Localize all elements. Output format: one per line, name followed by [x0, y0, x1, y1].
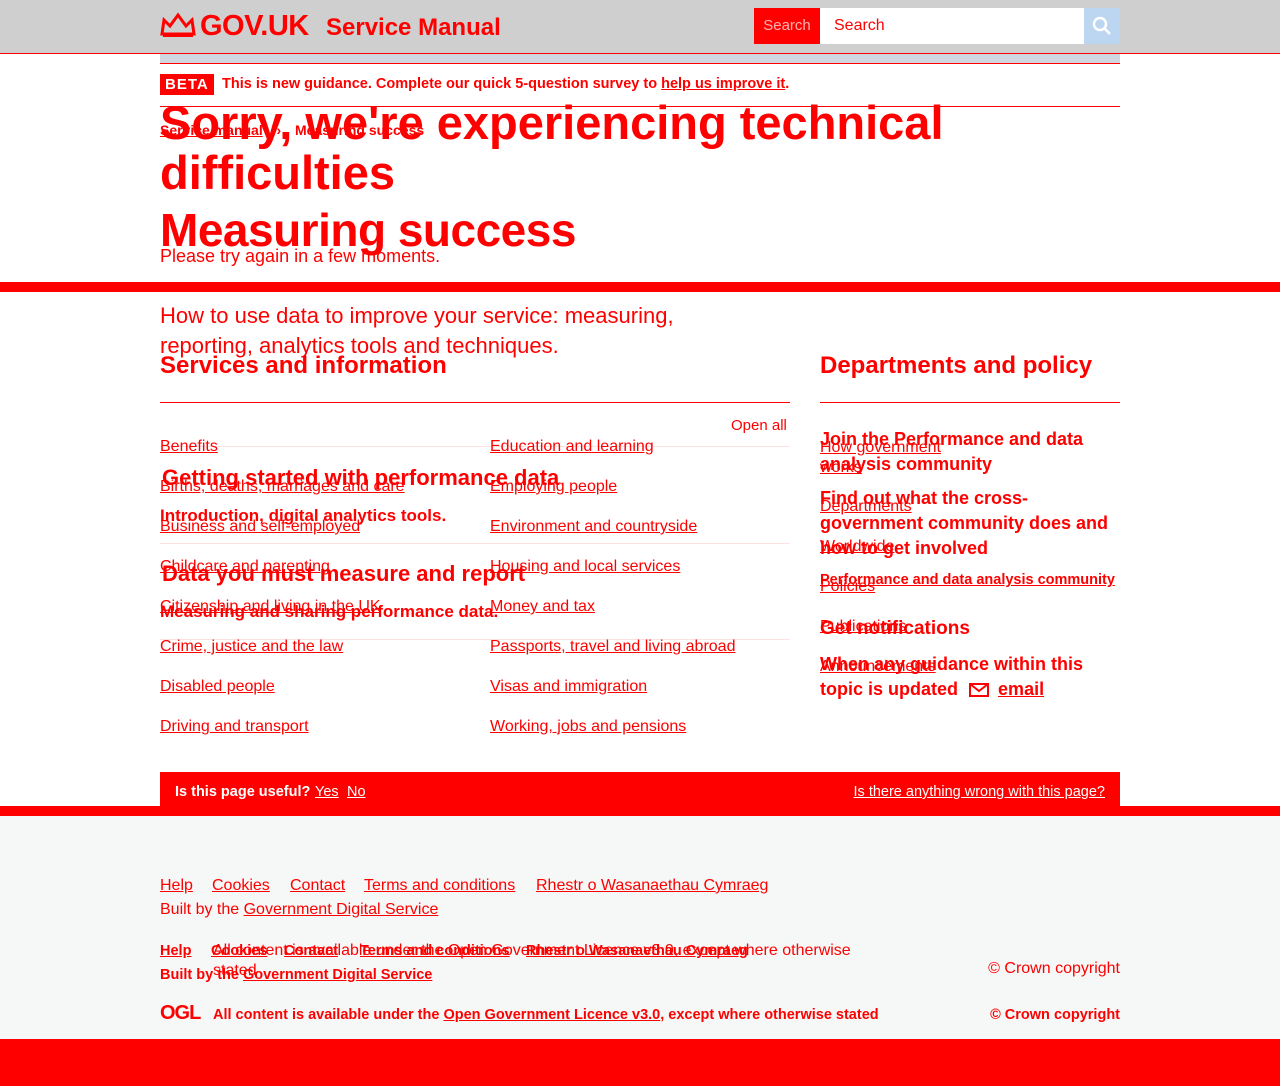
open-all-button[interactable]: Open all — [731, 417, 787, 434]
report-problem-link[interactable]: Is there anything wrong with this page? — [853, 784, 1105, 800]
search-label: Search — [754, 8, 820, 44]
services-divider — [160, 402, 790, 403]
services-link-money[interactable]: Money and tax — [490, 598, 595, 615]
services-link-visas[interactable]: Visas and immigration — [490, 678, 648, 695]
section-data-measure-heading[interactable]: Data you must measure and report — [162, 561, 526, 586]
built-by-text: Built by the — [160, 901, 240, 918]
beta-end: . — [785, 76, 790, 92]
error-heading: Sorry, we're experiencing technical diff… — [160, 96, 944, 199]
search-icon — [1092, 16, 1111, 35]
crown-copyright[interactable]: © Crown copyright — [990, 1007, 1120, 1023]
breadcrumb-current: Measuring success — [294, 122, 425, 138]
govuk-logo[interactable]: GOV.UK — [200, 10, 309, 42]
built-by-text: Built by the — [160, 967, 239, 983]
licence-post: , except where otherwise stated — [660, 1007, 879, 1023]
licence-pre: All content is available under the — [213, 1007, 440, 1023]
divider-band — [0, 806, 1280, 816]
services-link-housing[interactable]: Housing and local services — [490, 558, 681, 575]
beta-banner: This is new guidance. Complete our quick… — [222, 76, 789, 92]
built-by: Built by the Government Digital Service — [160, 901, 438, 919]
divider-band — [0, 282, 1280, 292]
community-link[interactable]: Performance and data analysis community — [820, 572, 1115, 588]
services-link-employing[interactable]: Employing people — [490, 478, 618, 495]
services-link-crime[interactable]: Crime, justice and the law — [160, 638, 344, 655]
gds-link[interactable]: Government Digital Service — [242, 967, 433, 983]
error-message: Please try again in a few moments. — [160, 246, 441, 266]
footer-link-terms[interactable]: Terms and conditions — [360, 943, 510, 959]
community-heading: Join the Performance and data analysis c… — [820, 429, 1084, 474]
footer-link-contact[interactable]: Contact — [284, 943, 338, 959]
header-underline — [160, 54, 1120, 64]
beta-text: This is new guidance. Complete our quick… — [222, 76, 658, 92]
section-getting-started-summary: Introduction, digital analytics tools. — [160, 506, 447, 525]
feedback-bar: Is this page useful? Yes No Is there any… — [160, 772, 1120, 812]
footer-link-cookies[interactable]: Cookies — [212, 877, 270, 894]
departments-divider — [820, 402, 1120, 403]
footer-link-welsh[interactable]: Rhestr o Wasanaethau Cymraeg — [526, 943, 748, 959]
dept-link-announcements[interactable]: Announcements — [820, 658, 936, 675]
search-input[interactable] — [820, 8, 1084, 44]
section-divider — [160, 639, 790, 640]
notifications-text: When any guidance within this topic is u… — [820, 654, 1084, 699]
services-link-disabled[interactable]: Disabled people — [160, 678, 275, 695]
section-divider — [160, 543, 790, 544]
built-by: Built by the Government Digital Service — [160, 967, 432, 983]
mail-icon — [969, 679, 990, 704]
footer-link-help[interactable]: Help — [160, 943, 192, 959]
services-link-births[interactable]: Births, deaths, marriages and care — [160, 478, 405, 495]
notifications-description: When any guidance within this topic is u… — [820, 652, 1120, 704]
section-getting-started-heading[interactable]: Getting started with performance data — [162, 465, 560, 490]
footer-link-help[interactable]: Help — [160, 877, 193, 894]
section-data-measure-summary: Measuring and sharing performance data. — [160, 602, 499, 621]
page-title: Measuring success — [160, 204, 576, 256]
community-description: Find out what the cross-government commu… — [820, 488, 1109, 558]
service-name-link[interactable]: Service Manual — [326, 14, 501, 41]
dept-link-publications[interactable]: Publications — [820, 618, 907, 635]
licence-line: All content is available under the Open … — [213, 1007, 879, 1023]
crown-icon[interactable] — [160, 12, 196, 43]
site-footer: Help Cookies Contact Terms and condition… — [0, 816, 1280, 1039]
site-header: GOV.UK Service Manual Search — [0, 0, 1280, 54]
survey-link[interactable]: help us improve it — [661, 76, 786, 92]
feedback-yes-button[interactable]: Yes — [315, 784, 339, 800]
beta-divider — [160, 106, 1120, 107]
ogl-logo: OGL — [160, 1002, 201, 1024]
footer-link-contact[interactable]: Contact — [290, 877, 346, 894]
search-button[interactable] — [1084, 8, 1120, 44]
departments-heading: Departments and policy — [820, 352, 1093, 379]
notifications-heading: Get notifications — [820, 618, 970, 639]
dept-link-how-government-works[interactable]: How government works — [820, 439, 941, 476]
email-signup-link[interactable]: email — [998, 679, 1045, 699]
dept-link-worldwide[interactable]: Worldwide — [820, 538, 895, 555]
services-link-citizenship[interactable]: Citizenship and living in the UK — [160, 598, 381, 615]
footer-link-cookies[interactable]: Cookies — [211, 943, 268, 959]
breadcrumb: Service manual › Measuring success — [160, 122, 424, 138]
services-link-working[interactable]: Working, jobs and pensions — [490, 718, 687, 735]
services-link-business[interactable]: Business and self-employed — [160, 518, 361, 535]
footer-link-welsh[interactable]: Rhestr o Wasanaethau Cymraeg — [536, 877, 769, 894]
services-link-childcare[interactable]: Childcare and parenting — [160, 558, 330, 575]
services-link-environment[interactable]: Environment and countryside — [490, 518, 698, 535]
section-divider — [160, 446, 790, 447]
services-heading: Services and information — [160, 352, 447, 379]
licence-text: All content is available under the Open … — [213, 942, 851, 979]
beta-tag: BETA — [160, 74, 214, 95]
footer-band — [0, 1039, 1280, 1086]
crown-copyright[interactable]: © Crown copyright — [988, 960, 1120, 977]
chevron-right-icon: › — [276, 122, 282, 138]
breadcrumb-service-manual[interactable]: Service manual — [160, 122, 263, 138]
feedback-no-button[interactable]: No — [347, 784, 366, 800]
services-link-passports[interactable]: Passports, travel and living abroad — [490, 638, 736, 655]
services-link-education[interactable]: Education and learning — [490, 438, 654, 455]
services-link-benefits[interactable]: Benefits — [160, 438, 218, 455]
dept-link-departments[interactable]: Departments — [820, 498, 912, 515]
services-link-driving[interactable]: Driving and transport — [160, 718, 309, 735]
page-lede: How to use data to improve your service:… — [160, 303, 674, 358]
ogl-link[interactable]: Open Government Licence v3.0 — [443, 1007, 661, 1023]
footer-link-terms[interactable]: Terms and conditions — [364, 877, 516, 894]
dept-link-policies[interactable]: Policies — [820, 578, 876, 595]
gds-link[interactable]: Government Digital Service — [243, 901, 439, 918]
feedback-question: Is this page useful? — [175, 784, 311, 800]
